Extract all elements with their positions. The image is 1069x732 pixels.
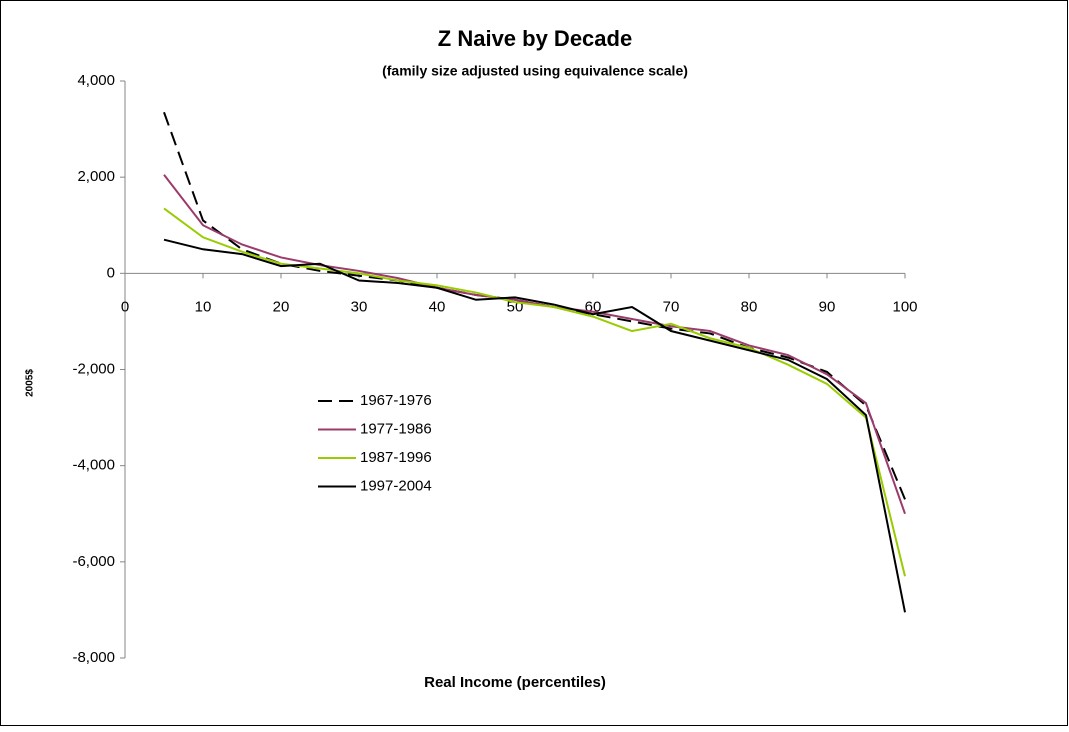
y-axis-title: 2005$ bbox=[25, 369, 36, 397]
legend-label: 1987-1996 bbox=[360, 449, 432, 466]
chart-subtitle: (family size adjusted using equivalence … bbox=[382, 63, 688, 79]
series-line bbox=[163, 174, 906, 515]
chart-title: Z Naive by Decade bbox=[438, 26, 632, 51]
legend-label: 1977-1986 bbox=[360, 420, 432, 437]
y-tick-label: -2,000 bbox=[72, 360, 115, 377]
legend-label: 1997-2004 bbox=[360, 477, 432, 494]
y-tick-label: -8,000 bbox=[72, 649, 115, 666]
x-tick-label: 10 bbox=[195, 298, 212, 315]
x-axis-title: Real Income (percentiles) bbox=[424, 674, 606, 691]
x-tick-label: 40 bbox=[429, 298, 446, 315]
x-tick-label: 90 bbox=[819, 298, 836, 315]
x-tick-label: 0 bbox=[121, 298, 129, 315]
y-tick-label: 2,000 bbox=[77, 168, 115, 185]
y-tick-label: 4,000 bbox=[77, 72, 115, 89]
x-tick-label: 30 bbox=[351, 298, 368, 315]
y-tick-label: -4,000 bbox=[72, 457, 115, 474]
series-line bbox=[163, 238, 906, 613]
x-tick-label: 80 bbox=[741, 298, 758, 315]
x-tick-label: 70 bbox=[663, 298, 680, 315]
y-tick-label: -6,000 bbox=[72, 553, 115, 570]
x-tick-label: 20 bbox=[273, 298, 290, 315]
series-line bbox=[163, 207, 906, 577]
x-tick-label: 100 bbox=[892, 298, 917, 315]
y-tick-label: 0 bbox=[107, 264, 115, 281]
legend-label: 1967-1976 bbox=[360, 392, 432, 409]
